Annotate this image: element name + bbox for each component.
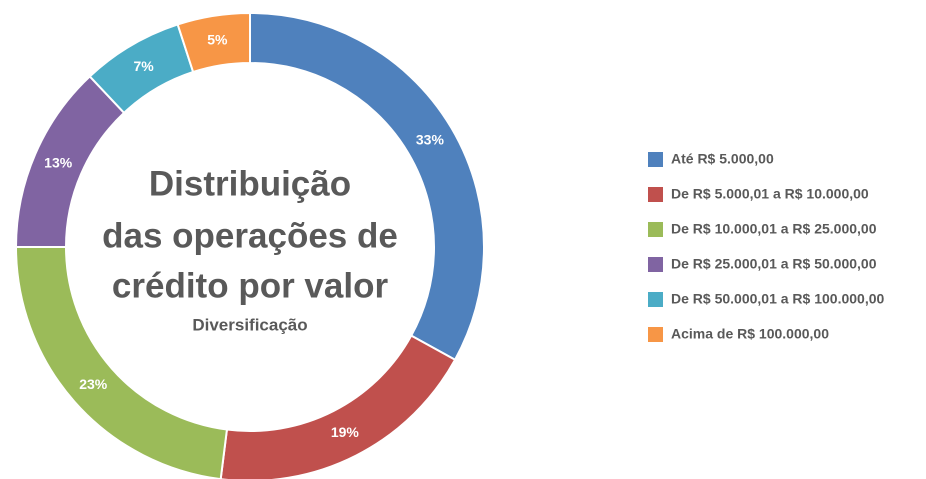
legend-swatch: [648, 187, 663, 202]
legend-swatch: [648, 152, 663, 167]
donut-slice: [176, 11, 251, 74]
legend-label: Acima de R$ 100.000,00: [671, 326, 829, 342]
data-label: 33%: [416, 131, 445, 147]
legend-swatch: [648, 257, 663, 272]
legend-swatch: [648, 222, 663, 237]
legend-label: De R$ 10.000,01 a R$ 25.000,00: [671, 221, 877, 237]
legend-label: De R$ 50.000,01 a R$ 100.000,00: [671, 291, 884, 307]
chart-title: crédito por valor: [112, 266, 389, 305]
legend-label: De R$ 5.000,01 a R$ 10.000,00: [671, 186, 869, 202]
donut-slice: [249, 11, 485, 362]
data-label: 19%: [331, 424, 360, 440]
legend-swatch: [648, 292, 663, 307]
data-label: 7%: [133, 58, 154, 74]
chart-subtitle: Diversificação: [192, 315, 307, 334]
legend-swatch: [648, 327, 663, 342]
legend-label: De R$ 25.000,01 a R$ 50.000,00: [671, 256, 877, 272]
data-label: 5%: [207, 31, 228, 47]
legend-label: Até R$ 5.000,00: [671, 151, 774, 167]
chart-title: das operações de: [102, 216, 398, 255]
chart-title: Distribuição: [149, 164, 351, 203]
data-label: 23%: [79, 376, 108, 392]
data-label: 13%: [44, 155, 73, 171]
donut-slice: [219, 334, 457, 479]
